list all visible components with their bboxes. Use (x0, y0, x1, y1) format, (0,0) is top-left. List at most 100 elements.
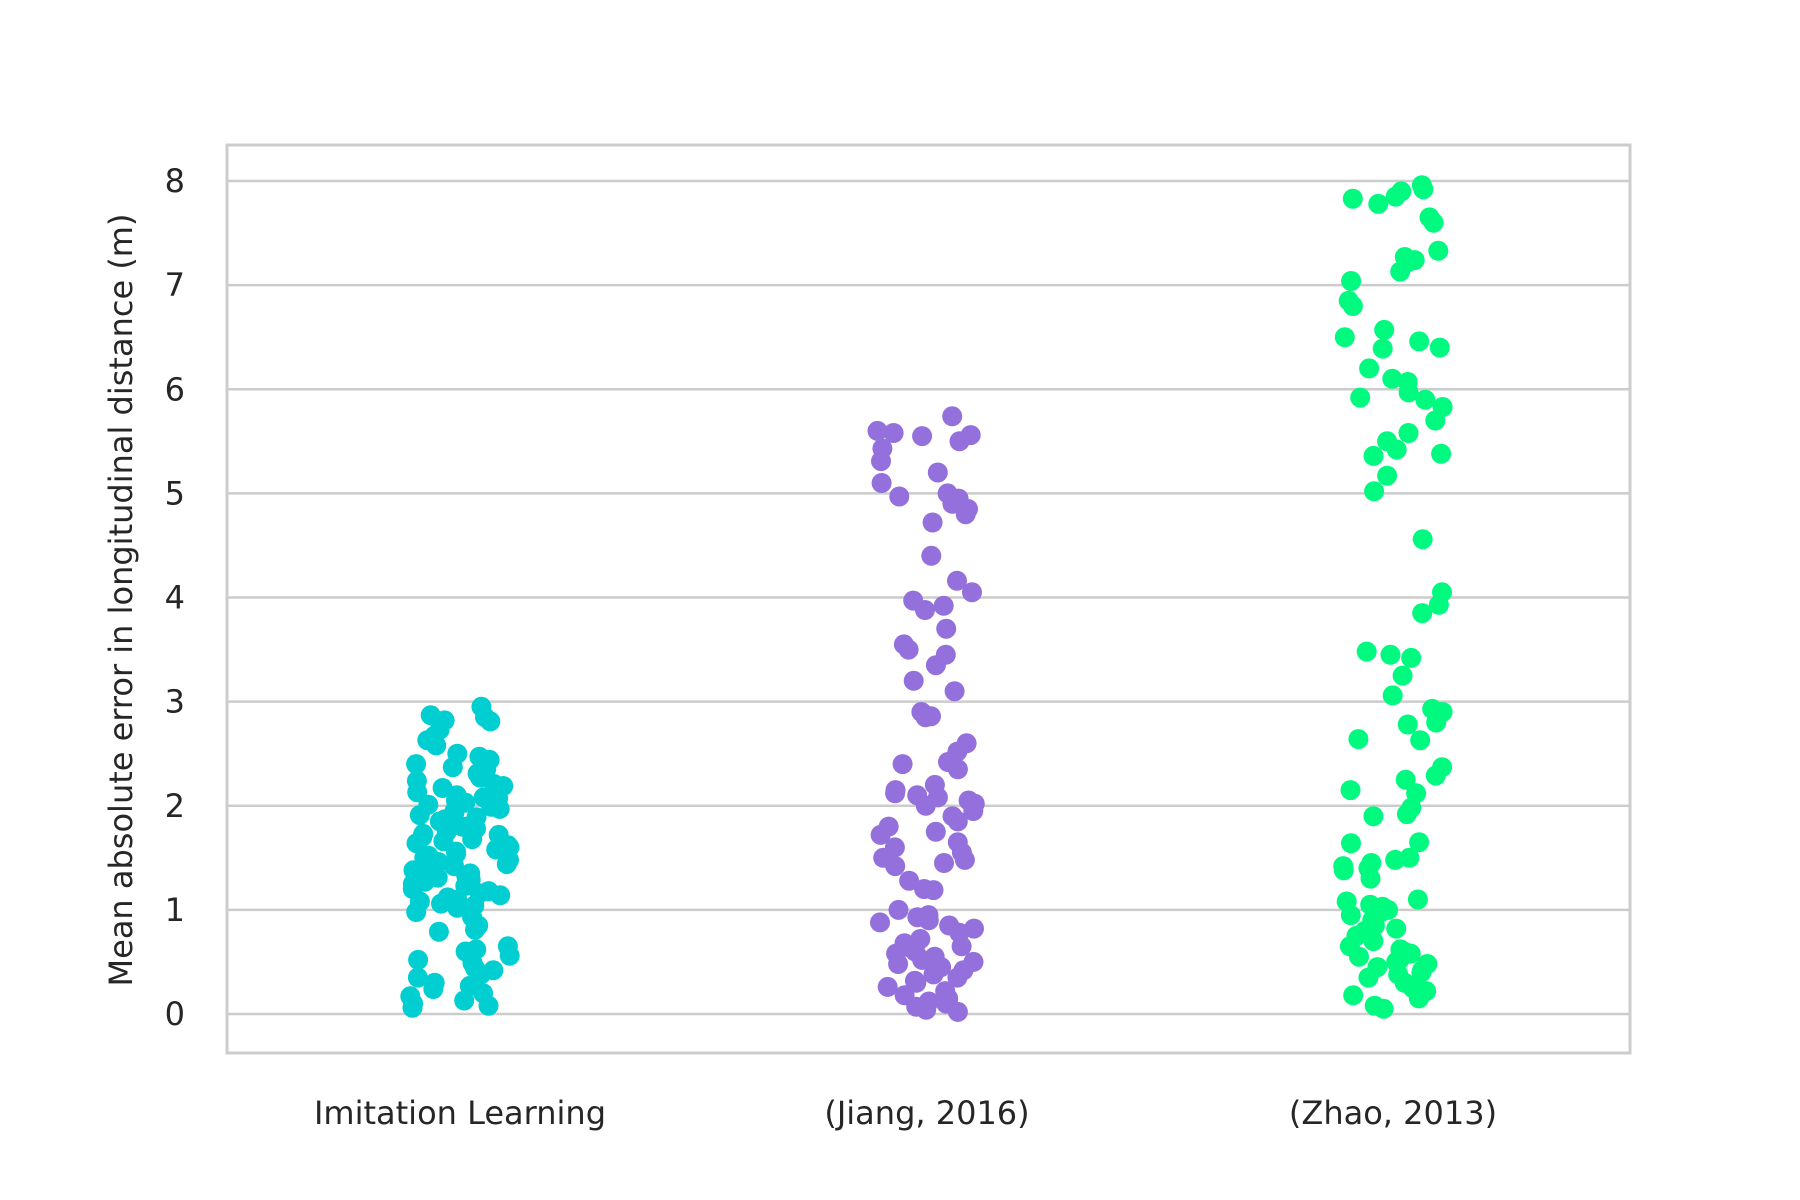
data-point (1385, 849, 1406, 870)
y-tick-label: 6 (165, 370, 185, 408)
data-point (1372, 338, 1393, 359)
data-point (1425, 765, 1446, 786)
data-point (1342, 296, 1363, 316)
y-tick-label: 7 (165, 266, 185, 304)
data-point (409, 805, 430, 826)
data-point (888, 954, 909, 974)
data-point (1431, 443, 1452, 464)
data-point (916, 999, 937, 1020)
data-point (1411, 962, 1432, 983)
data-point (889, 486, 910, 507)
data-point (406, 754, 427, 775)
data-point (870, 824, 891, 845)
data-point (1374, 319, 1395, 340)
data-point (922, 512, 943, 533)
data-point (480, 711, 501, 732)
data-point (490, 885, 511, 906)
data-point (1397, 714, 1418, 735)
data-point (1429, 337, 1450, 358)
data-point (912, 426, 933, 447)
x-tick-label: Imitation Learning (314, 1094, 606, 1132)
data-point (903, 670, 924, 691)
data-point (1398, 382, 1419, 403)
data-point (408, 949, 429, 970)
data-point (402, 997, 423, 1018)
data-point (1409, 832, 1430, 853)
data-point (1364, 481, 1385, 502)
data-point (465, 919, 485, 940)
data-point (442, 757, 463, 778)
data-point (1425, 410, 1446, 431)
data-point (1428, 240, 1449, 261)
data-point (1363, 806, 1384, 827)
data-point (962, 582, 982, 603)
data-point (947, 570, 967, 591)
data-point (936, 618, 957, 639)
data-point (1382, 685, 1403, 706)
data-point (1386, 918, 1407, 939)
data-point (489, 798, 510, 819)
data-point (871, 473, 892, 493)
data-point (918, 910, 939, 931)
y-tick-label: 0 (165, 995, 185, 1033)
data-point (1423, 212, 1444, 233)
data-point (1426, 712, 1447, 733)
data-point (942, 406, 963, 427)
data-point (899, 870, 920, 891)
data-point (915, 707, 936, 728)
data-point (407, 967, 428, 988)
data-point (963, 801, 984, 821)
x-tick-label: (Zhao, 2013) (1289, 1094, 1497, 1132)
data-point (1401, 647, 1422, 668)
data-point (431, 893, 451, 914)
data-point (1410, 730, 1431, 751)
data-point (951, 936, 972, 957)
data-point (1341, 271, 1362, 291)
data-point (1359, 358, 1380, 379)
data-point (921, 545, 942, 566)
data-point (462, 829, 483, 850)
data-point (1412, 529, 1433, 550)
data-point (1373, 998, 1394, 1019)
y-tick-label: 4 (165, 579, 185, 617)
data-point (1334, 327, 1355, 348)
data-point (923, 964, 944, 985)
data-point (1350, 387, 1371, 408)
data-point (888, 899, 909, 920)
y-tick-labels: 0 1 2 3 4 5 6 7 8 (165, 162, 185, 1033)
y-tick-label: 1 (165, 891, 185, 929)
data-point (1415, 389, 1436, 410)
data-point (454, 990, 475, 1011)
data-point (947, 967, 968, 988)
data-point (954, 849, 975, 870)
y-tick-label: 3 (165, 683, 185, 721)
data-point (499, 945, 520, 966)
data-point (428, 921, 449, 942)
data-point (1382, 368, 1403, 389)
data-point (923, 880, 944, 901)
data-point (1363, 931, 1384, 952)
data-point (925, 821, 946, 842)
data-point (925, 655, 946, 676)
data-point (934, 853, 954, 873)
data-point (1360, 868, 1381, 889)
y-tick-label: 8 (165, 162, 185, 200)
data-point (906, 972, 927, 993)
data-point (1396, 804, 1417, 825)
data-point (1395, 769, 1416, 790)
x-tick-labels: Imitation Learning (Jiang, 2016) (Zhao, 20… (314, 1094, 1497, 1132)
data-point (915, 600, 935, 620)
data-point (1341, 833, 1361, 854)
data-point (1386, 439, 1407, 460)
data-point (1408, 988, 1429, 1009)
data-point (1342, 188, 1363, 209)
data-point (1409, 331, 1430, 352)
data-point (1363, 445, 1384, 466)
data-point (898, 639, 919, 660)
data-point (428, 852, 449, 872)
data-point (955, 504, 976, 525)
y-tick-label: 5 (165, 474, 185, 512)
data-point (1392, 665, 1413, 686)
data-point (1343, 985, 1364, 1006)
